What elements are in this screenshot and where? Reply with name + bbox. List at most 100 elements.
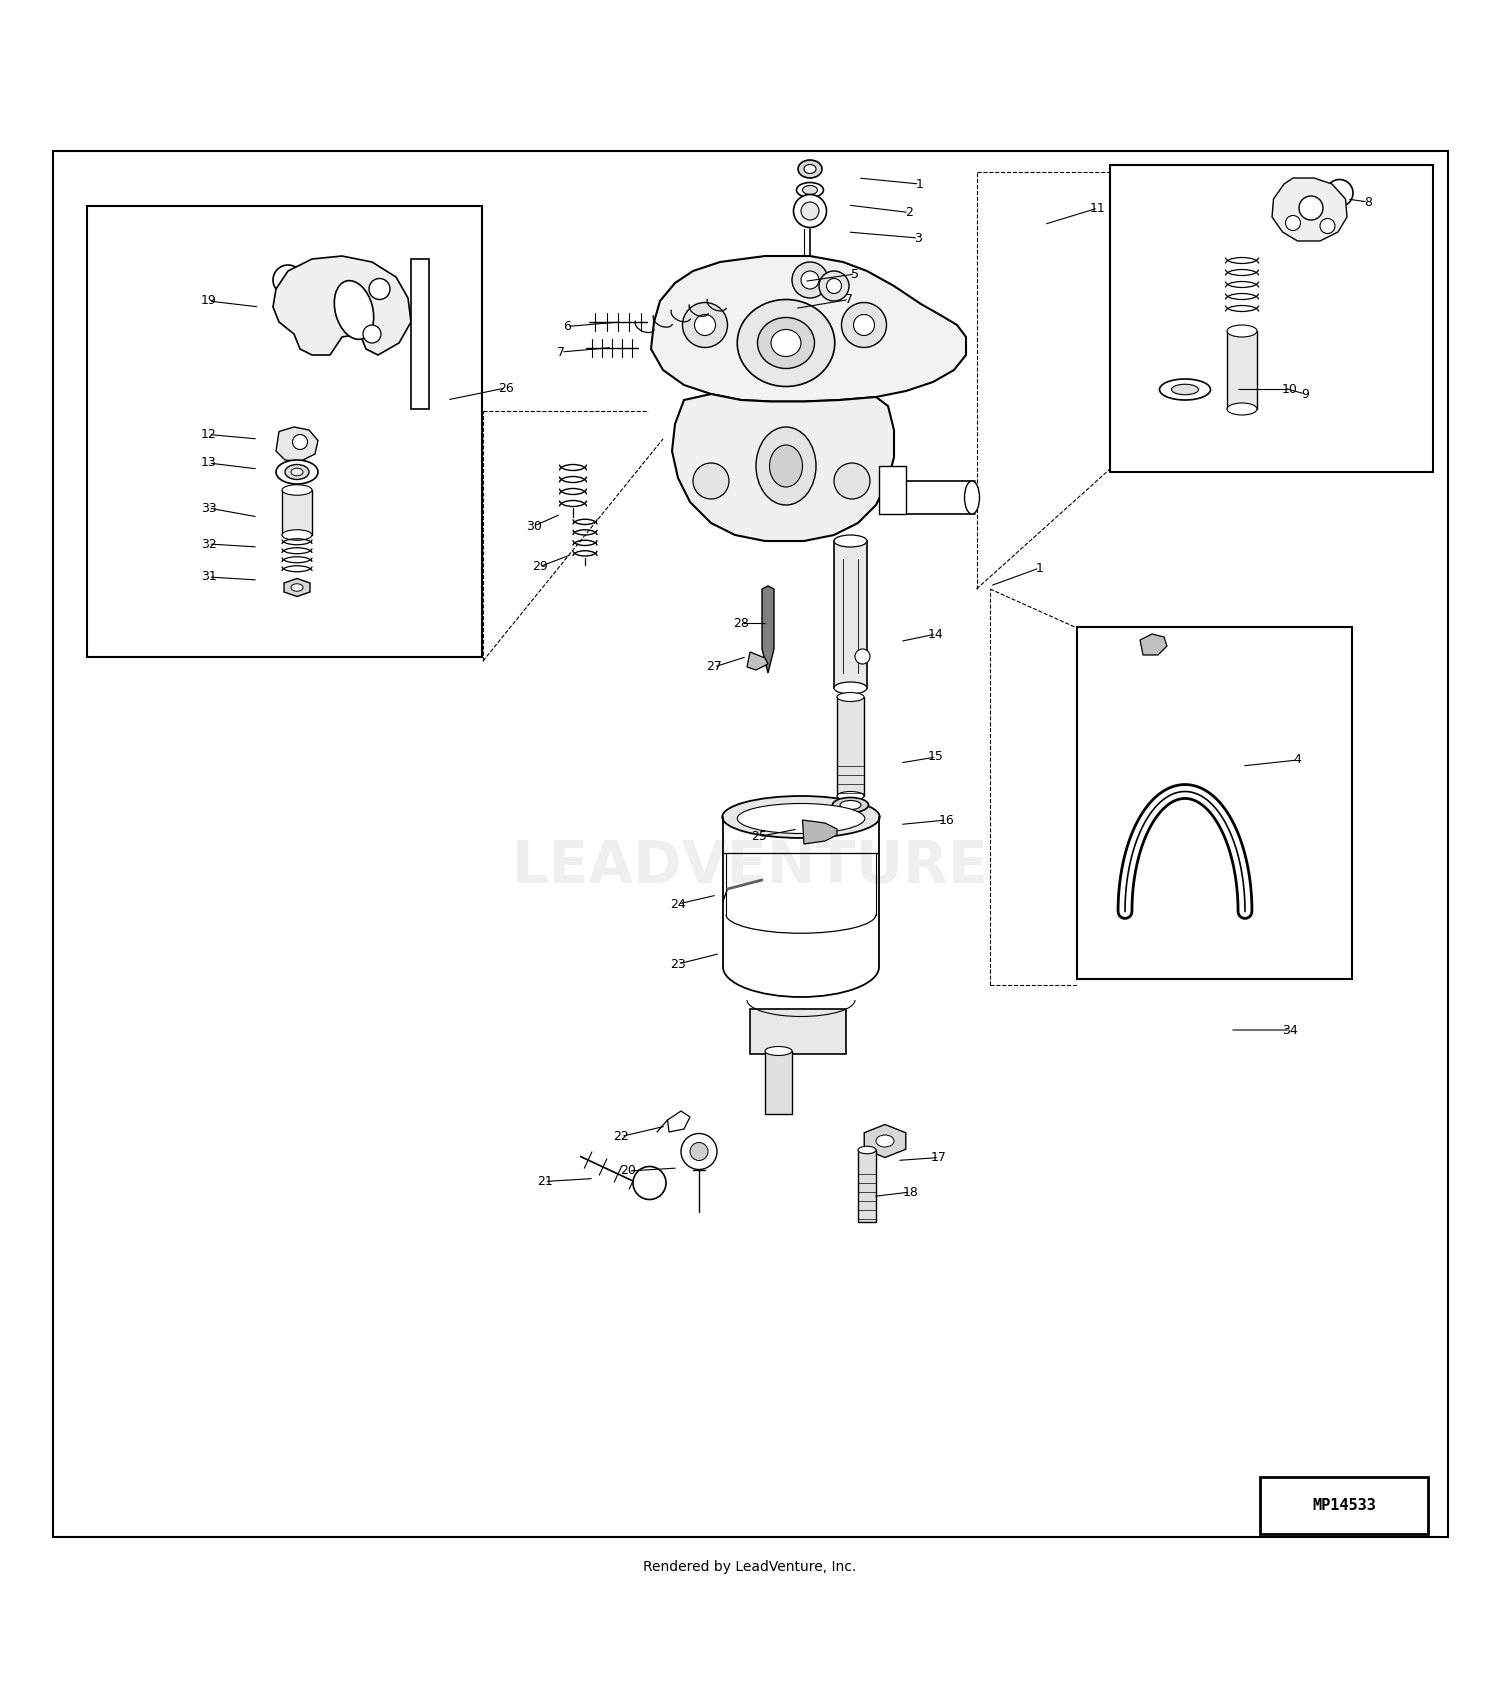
Text: 3: 3 (914, 231, 922, 245)
Text: 21: 21 (537, 1175, 552, 1188)
Ellipse shape (770, 446, 802, 488)
Ellipse shape (876, 1134, 894, 1148)
Text: 1: 1 (1035, 562, 1044, 574)
Bar (1260, 1477, 1428, 1534)
Text: MP14533: MP14533 (1312, 1497, 1376, 1512)
Polygon shape (276, 427, 318, 461)
Ellipse shape (798, 160, 822, 177)
Ellipse shape (840, 800, 861, 810)
Text: 25: 25 (752, 830, 766, 842)
Ellipse shape (837, 692, 864, 702)
Polygon shape (284, 579, 310, 596)
Ellipse shape (1227, 403, 1257, 415)
Polygon shape (802, 820, 837, 844)
Text: 33: 33 (201, 501, 216, 515)
Ellipse shape (834, 682, 867, 694)
Bar (837, 697, 864, 797)
Circle shape (1299, 196, 1323, 219)
Text: 28: 28 (734, 618, 748, 630)
Text: 11: 11 (1090, 201, 1106, 214)
Circle shape (682, 302, 728, 348)
Ellipse shape (804, 164, 816, 174)
Circle shape (1286, 216, 1300, 231)
Text: 26: 26 (498, 381, 513, 395)
Text: 6: 6 (562, 321, 572, 333)
Text: 7: 7 (844, 294, 853, 306)
Text: 7: 7 (556, 346, 566, 358)
Polygon shape (273, 257, 411, 354)
Polygon shape (864, 1124, 906, 1158)
Ellipse shape (1160, 380, 1210, 400)
Ellipse shape (291, 468, 303, 476)
Text: 27: 27 (706, 660, 722, 674)
Bar (1110, 164, 1432, 473)
Circle shape (694, 314, 715, 336)
Ellipse shape (291, 584, 303, 591)
Ellipse shape (334, 280, 374, 339)
Ellipse shape (282, 484, 312, 495)
Circle shape (853, 314, 874, 336)
Ellipse shape (834, 535, 867, 547)
Text: 18: 18 (903, 1185, 918, 1198)
Circle shape (792, 262, 828, 299)
Text: 1: 1 (915, 177, 924, 191)
Text: 24: 24 (670, 898, 686, 910)
Ellipse shape (1172, 385, 1198, 395)
Bar (87, 206, 482, 657)
Circle shape (794, 194, 826, 228)
Text: 32: 32 (201, 537, 216, 550)
Ellipse shape (738, 803, 864, 834)
Ellipse shape (765, 1047, 792, 1055)
Ellipse shape (964, 481, 980, 515)
Circle shape (273, 265, 303, 295)
Text: 31: 31 (201, 571, 216, 584)
Ellipse shape (285, 464, 309, 479)
Text: LEADVENTURE: LEADVENTURE (512, 837, 988, 895)
Polygon shape (1140, 635, 1167, 655)
Ellipse shape (837, 792, 864, 800)
Bar (879, 466, 906, 515)
Bar (282, 490, 312, 535)
Text: 19: 19 (201, 294, 216, 307)
Bar (411, 258, 429, 408)
Circle shape (801, 272, 819, 289)
Circle shape (681, 1134, 717, 1170)
Text: 13: 13 (201, 456, 216, 469)
Polygon shape (651, 257, 966, 402)
Text: 14: 14 (928, 628, 944, 640)
Polygon shape (1272, 177, 1347, 241)
Circle shape (693, 463, 729, 500)
Ellipse shape (756, 427, 816, 505)
Bar (834, 540, 867, 689)
Text: 5: 5 (850, 267, 859, 280)
Text: 17: 17 (932, 1151, 946, 1165)
Text: 12: 12 (201, 429, 216, 441)
Text: 8: 8 (1364, 196, 1372, 209)
Text: 23: 23 (670, 957, 686, 971)
Ellipse shape (282, 530, 312, 540)
Circle shape (1326, 179, 1353, 206)
Text: 34: 34 (1282, 1023, 1298, 1036)
Bar (1077, 626, 1352, 979)
Circle shape (801, 203, 819, 219)
Text: 30: 30 (526, 520, 542, 532)
Ellipse shape (771, 329, 801, 356)
Circle shape (292, 434, 308, 449)
Circle shape (690, 1143, 708, 1161)
Text: 10: 10 (1282, 383, 1298, 397)
Ellipse shape (796, 182, 824, 197)
Ellipse shape (1227, 326, 1257, 338)
Text: 4: 4 (1293, 753, 1302, 766)
Ellipse shape (833, 797, 868, 812)
Ellipse shape (758, 317, 814, 368)
Circle shape (855, 648, 870, 663)
Ellipse shape (738, 299, 834, 387)
Polygon shape (762, 586, 774, 674)
Polygon shape (668, 1111, 690, 1133)
Text: 29: 29 (532, 560, 548, 572)
Text: 20: 20 (621, 1165, 636, 1178)
Bar (765, 1052, 792, 1114)
Bar (1227, 331, 1257, 408)
Circle shape (819, 272, 849, 300)
Text: 15: 15 (928, 751, 944, 763)
